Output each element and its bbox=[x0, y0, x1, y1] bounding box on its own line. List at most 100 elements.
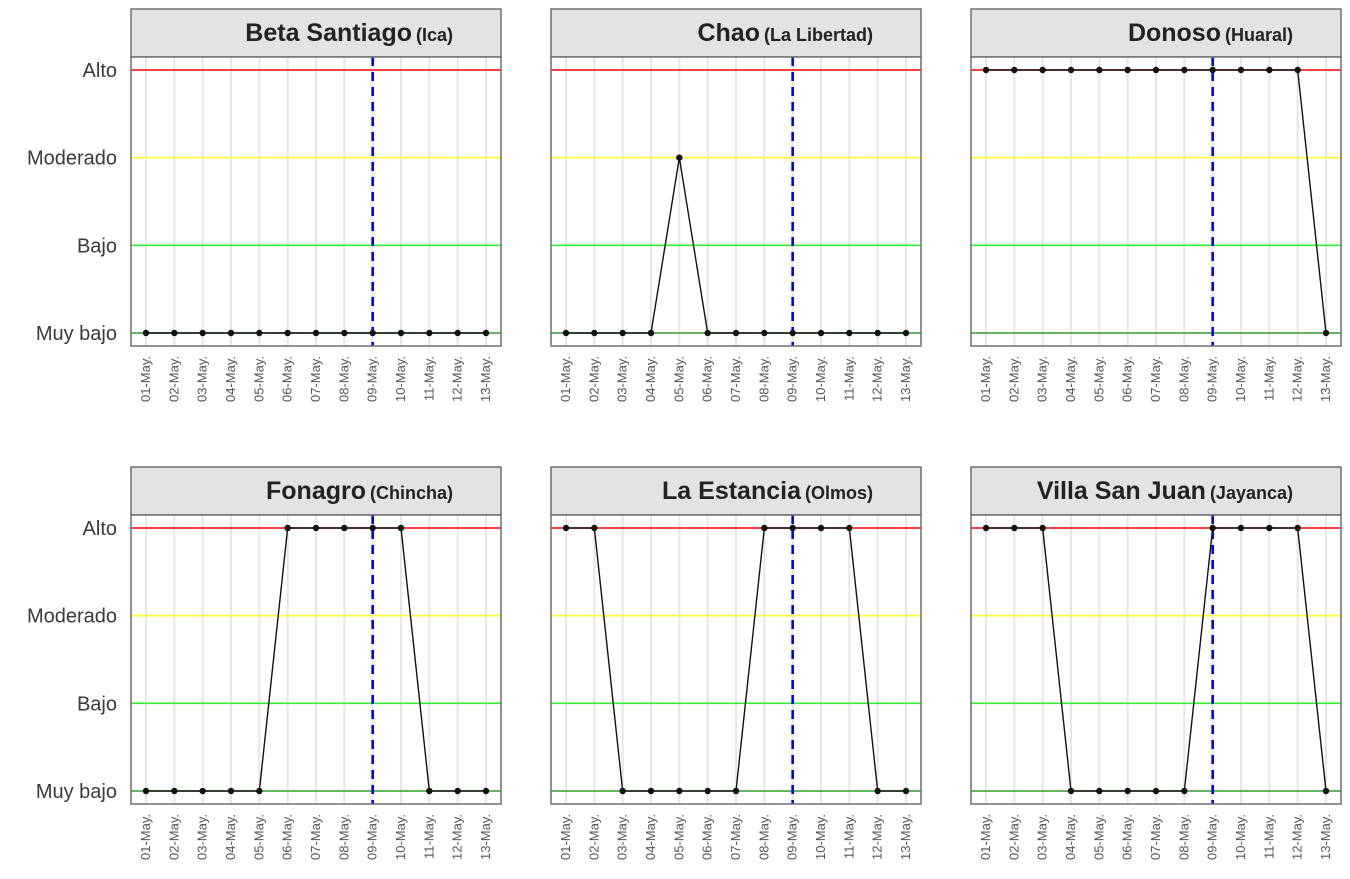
panel-chao: Chao (La Libertad) 01-May. 02-May. 03-May. 04… bbox=[550, 8, 922, 402]
x-tick-label: 03-May. bbox=[195, 356, 210, 402]
data-point bbox=[426, 787, 433, 795]
x-tick-label: 13-May. bbox=[898, 814, 913, 860]
x-tick-label: 05-May. bbox=[1091, 356, 1106, 402]
data-point bbox=[902, 329, 910, 337]
data-point bbox=[482, 329, 490, 337]
data-point bbox=[1237, 524, 1245, 532]
data-point bbox=[227, 787, 235, 795]
panel-title-name: Fonagro bbox=[266, 477, 366, 505]
x-tick-label: 08-May. bbox=[336, 356, 351, 402]
data-point bbox=[1039, 524, 1046, 532]
panel-title-name: Beta Santiago bbox=[245, 19, 412, 47]
data-point bbox=[341, 329, 348, 337]
panel-strip bbox=[550, 8, 922, 58]
panel-fonagro: Fonagro (Chincha) 01-May. 02-May. 03-May. 04-… bbox=[27, 466, 502, 860]
x-tick-label: 13-May. bbox=[478, 356, 493, 402]
panel-strip bbox=[970, 466, 1342, 516]
data-point bbox=[982, 66, 990, 74]
data-point bbox=[199, 787, 206, 795]
panel-title-location: (La Libertad) bbox=[764, 25, 873, 45]
x-tick-label: 05-May. bbox=[671, 814, 686, 860]
data-point bbox=[789, 524, 796, 532]
x-tick-label: 01-May. bbox=[558, 356, 573, 402]
data-point bbox=[1294, 524, 1301, 532]
data-point bbox=[1181, 787, 1188, 795]
x-tick-label: 09-May. bbox=[365, 356, 380, 402]
data-point bbox=[562, 524, 570, 532]
data-point bbox=[647, 329, 655, 337]
x-tick-label: 01-May. bbox=[138, 356, 153, 402]
x-tick-label: 08-May. bbox=[1176, 356, 1191, 402]
y-tick-label: Muy bajo bbox=[36, 323, 117, 345]
x-tick-label: 01-May. bbox=[978, 814, 993, 860]
x-tick-label: 07-May. bbox=[1148, 814, 1163, 860]
panel-beta-santiago: Beta Santiago (Ica) 01-May. 02-May. 03-May. 0… bbox=[27, 8, 502, 402]
x-tick-label: 04-May. bbox=[1063, 356, 1078, 402]
x-tick-label: 06-May. bbox=[280, 356, 295, 402]
data-point bbox=[454, 329, 461, 337]
data-point bbox=[676, 154, 683, 161]
data-point bbox=[1152, 66, 1160, 74]
data-point bbox=[454, 787, 461, 795]
x-tick-label: 11-May. bbox=[421, 814, 436, 859]
data-point bbox=[1039, 66, 1046, 74]
x-tick-label: 12-May. bbox=[870, 814, 885, 860]
x-tick-label: 12-May. bbox=[1290, 814, 1305, 860]
data-point bbox=[284, 329, 291, 337]
panel-title-location: (Huaral) bbox=[1225, 25, 1293, 45]
data-point bbox=[369, 524, 376, 532]
x-tick-label: 03-May. bbox=[615, 814, 630, 860]
data-point bbox=[171, 787, 178, 795]
x-tick-label: 10-May. bbox=[1233, 814, 1248, 860]
panel-villa-san-juan: Villa San Juan (Jayanca) 01-May. 02-May. 03-… bbox=[970, 466, 1342, 860]
x-tick-label: 07-May. bbox=[308, 814, 323, 860]
data-point bbox=[1181, 66, 1188, 74]
data-point bbox=[1011, 66, 1018, 74]
data-point bbox=[591, 524, 598, 532]
x-tick-label: 05-May. bbox=[1091, 814, 1106, 860]
data-point bbox=[562, 329, 570, 337]
data-point bbox=[256, 329, 263, 337]
panel-title-location: (Olmos) bbox=[805, 483, 873, 503]
y-tick-label: Bajo bbox=[77, 235, 117, 257]
x-tick-label: 04-May. bbox=[643, 814, 658, 860]
panel-strip bbox=[550, 466, 922, 516]
x-tick-label: 04-May. bbox=[1063, 814, 1078, 860]
x-tick-label: 12-May. bbox=[450, 814, 465, 860]
data-point bbox=[874, 787, 881, 795]
data-point bbox=[817, 524, 825, 532]
x-tick-label: 12-May. bbox=[1290, 356, 1305, 402]
x-tick-label: 11-May. bbox=[841, 356, 856, 401]
x-tick-label: 03-May. bbox=[195, 814, 210, 860]
x-tick-label: 10-May. bbox=[813, 814, 828, 860]
data-point bbox=[1294, 66, 1301, 74]
y-tick-label: Moderado bbox=[27, 606, 117, 628]
data-point bbox=[482, 787, 490, 795]
x-tick-label: 09-May. bbox=[785, 356, 800, 402]
x-tick-label: 11-May. bbox=[421, 356, 436, 401]
y-tick-label: Moderado bbox=[27, 148, 117, 170]
panel-strip bbox=[130, 8, 502, 58]
x-tick-label: 06-May. bbox=[700, 814, 715, 860]
panel-title: Beta Santiago (Ica) bbox=[245, 19, 453, 47]
x-tick-label: 05-May. bbox=[251, 814, 266, 860]
data-point bbox=[1209, 66, 1216, 74]
data-point bbox=[397, 524, 405, 532]
data-point bbox=[704, 329, 711, 337]
x-tick-label: 02-May. bbox=[1006, 814, 1021, 860]
data-point bbox=[1152, 787, 1160, 795]
panel-la-estancia: La Estancia (Olmos) 01-May. 02-May. 03-May. 0… bbox=[550, 466, 922, 860]
panel-title: Chao (La Libertad) bbox=[697, 19, 873, 47]
x-tick-label: 13-May. bbox=[478, 814, 493, 860]
x-tick-label: 03-May. bbox=[1035, 356, 1050, 402]
x-tick-label: 01-May. bbox=[558, 814, 573, 860]
data-point bbox=[397, 329, 405, 337]
data-point bbox=[732, 787, 740, 795]
data-point bbox=[704, 787, 711, 795]
data-point bbox=[846, 329, 853, 337]
data-point bbox=[619, 787, 626, 795]
x-tick-label: 04-May. bbox=[223, 356, 238, 402]
x-tick-label: 07-May. bbox=[1148, 356, 1163, 402]
data-point bbox=[732, 329, 740, 337]
data-point bbox=[647, 787, 655, 795]
